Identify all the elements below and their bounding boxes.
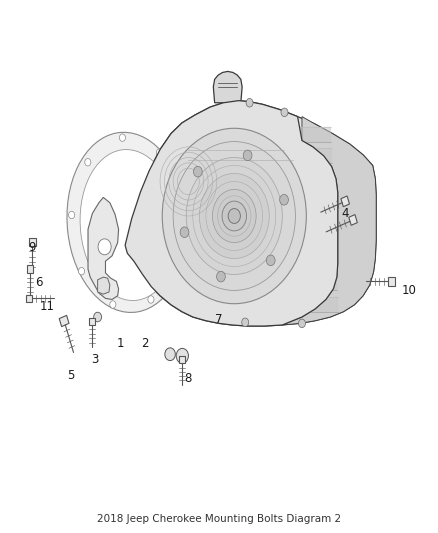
Polygon shape [98,277,110,294]
Polygon shape [213,71,242,103]
Polygon shape [125,101,376,326]
Polygon shape [179,357,185,364]
Text: 7: 7 [215,313,223,326]
Circle shape [94,312,102,322]
Text: 4: 4 [342,207,350,220]
Circle shape [180,227,189,238]
Circle shape [186,158,283,274]
Text: 5: 5 [67,369,74,382]
Circle shape [266,255,275,265]
Text: 8: 8 [185,372,192,385]
Circle shape [281,108,288,117]
Polygon shape [341,196,350,207]
Circle shape [162,128,306,304]
Circle shape [280,195,288,205]
Text: 3: 3 [91,353,98,366]
Circle shape [246,99,253,107]
Circle shape [228,208,240,223]
Text: 6: 6 [35,276,43,289]
Circle shape [110,301,116,308]
Polygon shape [283,117,376,325]
Circle shape [173,142,295,290]
Circle shape [156,149,162,156]
Polygon shape [349,215,357,225]
Circle shape [216,271,225,282]
Circle shape [298,319,305,328]
Circle shape [78,268,85,275]
Circle shape [98,239,111,255]
Circle shape [242,318,249,327]
Circle shape [194,166,202,177]
Circle shape [69,211,75,219]
Circle shape [178,197,184,204]
Circle shape [148,296,154,303]
Text: 9: 9 [28,241,36,254]
Polygon shape [28,238,35,246]
Text: 2018 Jeep Cherokee Mounting Bolts Diagram 2: 2018 Jeep Cherokee Mounting Bolts Diagra… [97,514,341,524]
Text: 10: 10 [402,284,417,297]
Polygon shape [125,101,338,326]
Polygon shape [27,265,33,273]
Circle shape [175,255,181,262]
Polygon shape [88,197,119,300]
Ellipse shape [80,150,179,301]
Text: 11: 11 [40,300,55,313]
Circle shape [120,134,126,141]
Ellipse shape [67,132,187,312]
Polygon shape [389,277,395,286]
Text: 1: 1 [117,337,124,350]
Circle shape [85,158,91,166]
Circle shape [212,189,256,243]
Circle shape [243,150,252,161]
Text: 2: 2 [141,337,148,350]
Polygon shape [89,318,95,325]
Polygon shape [26,295,32,302]
Circle shape [222,201,247,231]
Circle shape [199,173,269,259]
Polygon shape [59,316,69,327]
Circle shape [165,348,175,361]
Circle shape [176,349,188,364]
